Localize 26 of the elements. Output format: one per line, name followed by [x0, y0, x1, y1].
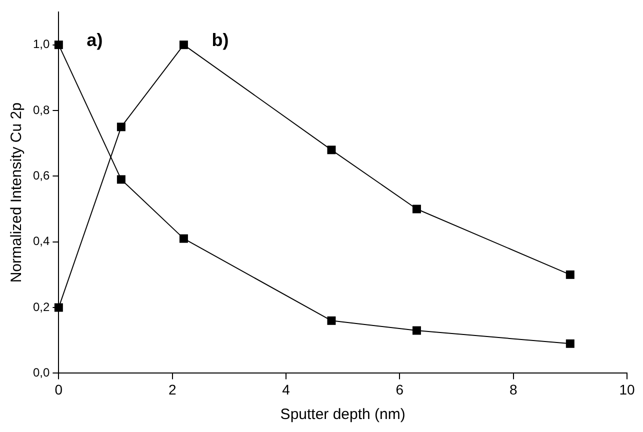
x-tick-label: 10	[619, 381, 635, 398]
x-tick-label: 6	[396, 381, 404, 398]
point	[116, 122, 126, 132]
point	[179, 234, 188, 243]
point	[566, 270, 574, 279]
x-tick-label: 0	[54, 381, 63, 398]
series-label: a)	[86, 30, 103, 50]
x-tick-label: 4	[282, 381, 290, 398]
y-tick-label: 0,0	[32, 366, 50, 380]
y-tick-label: 1,0	[32, 37, 50, 52]
x-tick-label: 8	[509, 381, 518, 398]
point	[412, 204, 421, 214]
point	[327, 316, 336, 325]
x-tick-label: 2	[168, 381, 176, 398]
point	[179, 40, 188, 50]
x-axis-title: Sputter depth (nm)	[280, 406, 406, 424]
y-tick-label: 0,4	[32, 234, 50, 248]
point	[327, 146, 336, 154]
y-tick-label: 0,6	[32, 168, 50, 182]
series-label: b)	[212, 30, 229, 50]
y-tick-label: 0,8	[32, 102, 50, 117]
y-tick-label: 0,2	[32, 300, 50, 314]
point	[412, 326, 421, 335]
y-axis-title: Normalized Intensity Cu 2p	[8, 102, 26, 283]
point	[566, 339, 574, 348]
point	[116, 175, 126, 184]
